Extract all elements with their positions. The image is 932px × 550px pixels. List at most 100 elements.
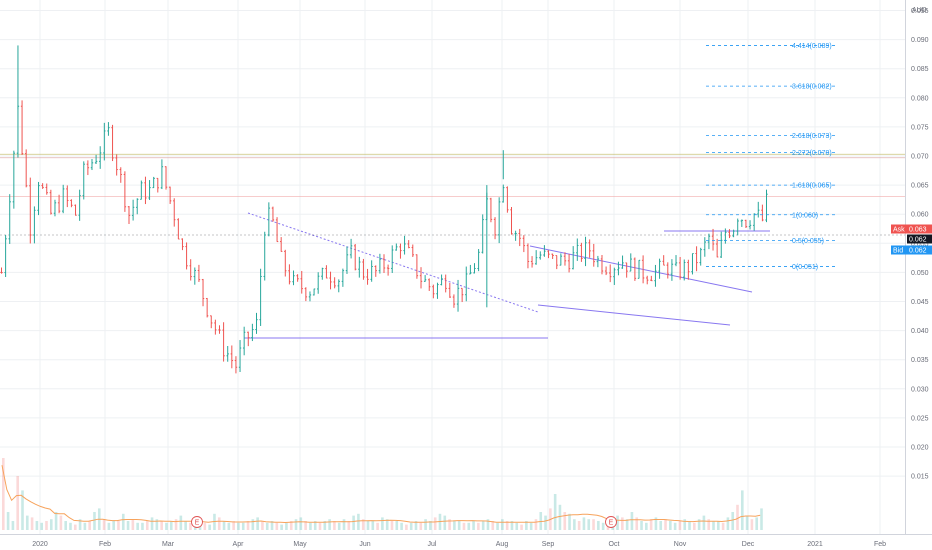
time-tick-label: Feb [874,541,886,548]
fib-level[interactable]: 0(0.051) [706,264,835,271]
ohlc-bars [0,45,768,374]
fib-level[interactable]: 2.272(0.070) [706,150,835,157]
fib-level[interactable]: 2.618(0.073) [706,133,835,140]
ohlc-bar [337,279,340,293]
volume-bar [309,522,312,530]
ohlc-bar [263,231,266,281]
time-axis[interactable]: 2020 Feb Mar Apr May Jun Jul Aug Sep Oct Nov Dec 202… [0,534,932,549]
price-tag-value-bg [907,224,932,234]
fib-level-label: 0(0.051) [792,264,818,271]
trendline[interactable] [537,304,731,326]
volume-bar [78,519,82,530]
ohlc-bar [197,264,201,282]
time-tick-label: Jun [359,541,370,548]
volume-bar [169,521,173,530]
ohlc-bar [57,194,61,214]
ohlc-bar [358,256,361,278]
volume-bar [2,458,5,530]
volume-bar [707,519,711,530]
ohlc-bar [164,166,168,190]
ohlc-bar [222,322,225,362]
volume-bar [333,521,336,530]
ohlc-bar [12,150,16,209]
fib-level[interactable]: 3.618(0.082) [706,84,835,91]
fibonacci-extension[interactable]: 4.414(0.089) 3.618(0.082) 2.618(0.073) 2.27… [706,43,835,271]
ohlc-bar [41,183,44,189]
volume-bar [693,522,696,530]
ohlc-bar [510,206,513,235]
volume-bar [481,521,485,530]
price-tick-label: 0.025 [911,415,929,422]
ohlc-bar [761,204,764,222]
ohlc-bar [218,325,221,334]
fib-level[interactable]: 1(0.060) [706,212,835,219]
ohlc-bar [0,267,3,274]
ohlc-bar [205,297,209,318]
volume-bar [712,521,715,530]
ohlc-bar [399,243,402,259]
price-tag-name-bg [891,245,907,255]
earnings-marker[interactable]: E [605,516,617,528]
ohlc-bar [296,274,299,282]
ohlc-bar [90,158,94,171]
volume-bar [760,508,763,530]
volume-bar [88,521,91,530]
ohlc-bar [333,277,336,289]
volume-bar [745,515,749,530]
volume-bar [280,524,283,530]
fib-level[interactable]: 0.5(0.055) [706,238,835,245]
ohlc-bar [168,186,172,204]
price-tick-label: 0.020 [911,445,929,452]
price-tick-label: 0.035 [911,357,929,364]
ohlc-bar [156,177,159,193]
earnings-marker[interactable]: E [191,516,203,528]
ohlc-bar [210,315,213,329]
ohlc-bar [703,237,707,257]
price-tag-value: 0.063 [909,227,927,234]
ohlc-bar [559,253,563,266]
volume-bar [573,519,576,530]
ohlc-bar [61,184,65,214]
ohlc-bar [543,245,546,257]
volume-bar [582,517,586,530]
fib-level[interactable]: 1.618(0.065) [706,183,835,190]
volume-bar [294,519,298,530]
ohlc-bar [715,238,719,258]
volume-bar [678,521,682,530]
ohlc-bar [226,345,229,362]
ohlc-bar [292,270,295,286]
ohlc-bar [629,253,632,272]
time-tick-label: Mar [162,541,175,548]
ohlc-bar [308,291,312,302]
time-tick-label: Feb [99,541,111,548]
trendline-drawings[interactable] [0,153,905,339]
ohlc-bar [181,238,184,251]
volume-bar [150,517,154,530]
time-tick-label: Nov [674,541,687,548]
fib-level[interactable]: 4.414(0.089) [706,43,835,50]
volume-bar [121,513,125,530]
ohlc-bar [497,197,501,244]
volume-bar [717,521,720,530]
volume-bar [342,519,346,530]
ohlc-bar [621,255,624,269]
trendline[interactable] [529,245,753,293]
currency-label: AUD [912,7,927,14]
volume-bar [107,522,111,530]
volume-bar [601,522,605,530]
volume-bar [505,521,509,530]
volume-bar [246,521,250,530]
ohlc-bar [341,268,345,287]
volume-bar [731,512,735,530]
ohlc-bar [370,260,373,282]
price-axis[interactable]: 0.095 0.090 0.085 0.080 0.075 0.070 0.065 0.060… [905,0,932,550]
volume-bar [347,521,351,530]
ohlc-bar [20,100,24,156]
price-tick-label: 0.060 [911,212,929,219]
ohlc-bar [316,272,320,294]
volume-bar [587,519,591,530]
volume-bar [491,521,495,530]
trendline[interactable] [247,212,539,313]
